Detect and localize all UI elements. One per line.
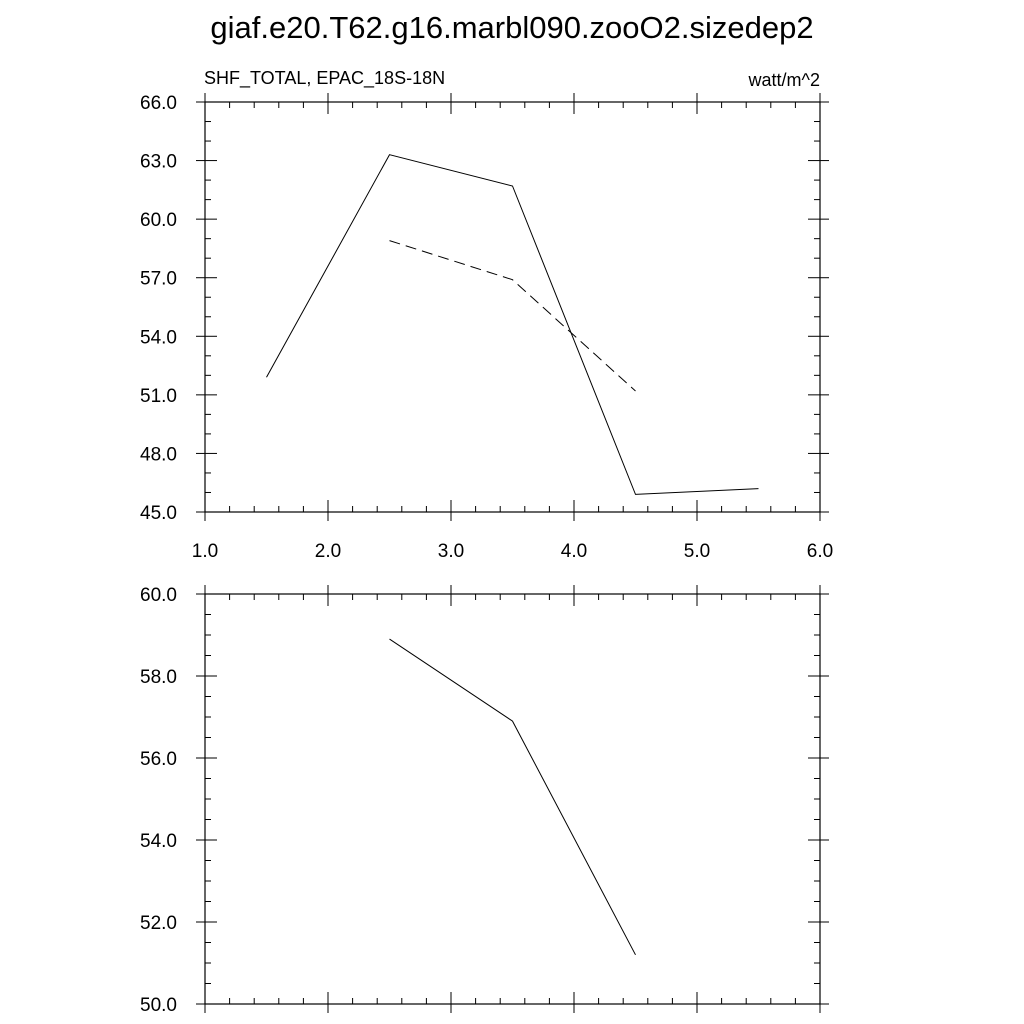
top-panel-y-tick-label: 63.0 <box>140 152 177 173</box>
top-panel-x-tick-label: 4.0 <box>561 541 587 562</box>
top-panel-x-tick-label: 5.0 <box>684 541 710 562</box>
top-panel-series-solid-line <box>266 154 759 495</box>
top-panel-x-tick-label: 3.0 <box>438 541 464 562</box>
top-panel-y-tick-label: 57.0 <box>140 269 177 290</box>
bottom-panel: 50.0 52.0 54.0 56.0 58.0 60.0 <box>140 585 829 1016</box>
top-panel-series-dashed-line <box>389 240 636 392</box>
bottom-panel-y-tick-label: 52.0 <box>140 913 177 934</box>
top-panel-y-tick-label: 51.0 <box>140 386 177 407</box>
top-panel-y-tick-label: 48.0 <box>140 444 177 465</box>
top-panel-units-label: watt/m^2 <box>748 70 820 90</box>
top-panel-y-tick-label: 66.0 <box>140 93 177 114</box>
bottom-panel-y-tick-label: 60.0 <box>140 585 177 606</box>
top-panel-y-tick-label: 54.0 <box>140 327 177 348</box>
figure-title: giaf.e20.T62.g16.marbl090.zooO2.sizedep2 <box>210 10 813 45</box>
top-panel-y-tick-label: 45.0 <box>140 503 177 524</box>
top-panel-x-tick-label: 1.0 <box>192 541 218 562</box>
bottom-panel-y-tick-label: 54.0 <box>140 831 177 852</box>
top-panel-plot-frame <box>204 101 821 513</box>
bottom-panel-y-tick-label: 58.0 <box>140 667 177 688</box>
bottom-panel-y-tick-label: 56.0 <box>140 749 177 770</box>
top-panel-y-tick-label: 60.0 <box>140 210 177 231</box>
top-panel-variable-label: SHF_TOTAL, EPAC_18S-18N <box>204 68 445 89</box>
top-panel-x-tick-label: 2.0 <box>315 541 341 562</box>
bottom-panel-series-solid-line <box>389 638 636 956</box>
bottom-panel-plot-frame <box>204 593 821 1005</box>
bottom-panel-y-tick-label: 50.0 <box>140 995 177 1016</box>
top-panel: SHF_TOTAL, EPAC_18S-18N watt/m^2 1.0 2.0 3… <box>140 68 833 562</box>
top-panel-x-tick-label: 6.0 <box>807 541 833 562</box>
